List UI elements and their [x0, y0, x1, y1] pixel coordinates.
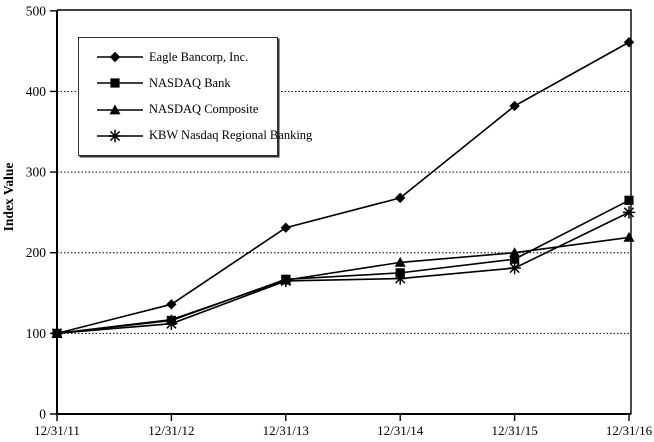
legend-label: KBW Nasdaq Regional Banking: [149, 128, 313, 143]
series-line-nasdaq-composite: [56, 236, 630, 335]
legend-marker-square-icon: [97, 78, 143, 88]
legend-item-nasdaq-composite: NASDAQ Composite: [97, 102, 273, 118]
diamond-marker-icon: [280, 222, 291, 233]
star-marker-icon: [622, 206, 636, 219]
series-nasdaq-bank: [52, 195, 634, 338]
y-tick-label: 500: [26, 3, 47, 18]
y-tick-label: 100: [26, 326, 47, 341]
diamond-marker-icon: [623, 37, 635, 48]
chart-legend: Eagle Bancorp, Inc. NASDAQ Bank NASDAQ C…: [78, 37, 312, 156]
plot-frame: [57, 9, 632, 414]
diamond-marker-icon: [166, 299, 177, 310]
legend-label: NASDAQ Bank: [149, 75, 231, 90]
y-tick-label: 300: [26, 165, 47, 180]
diamond-marker-icon: [509, 100, 520, 112]
x-tick-label: 12/31/15: [491, 423, 537, 438]
y-tick-label: 200: [26, 245, 47, 260]
star-marker-icon: [508, 261, 521, 275]
y-tick-label: 400: [26, 84, 47, 99]
series-line-nasdaq-bank: [56, 199, 630, 335]
legend-marker-diamond-icon: [97, 51, 143, 63]
star-marker-icon: [394, 272, 407, 285]
square-marker-icon: [624, 195, 634, 205]
star-marker-icon: [165, 317, 178, 330]
x-tick-label: 12/31/12: [148, 423, 194, 438]
legend-item-kbw-regional-banking: KBW Nasdaq Regional Banking: [97, 128, 312, 144]
triangle-marker-icon: [623, 231, 635, 242]
x-tick-label: 12/31/11: [34, 423, 80, 438]
series-nasdaq-composite: [51, 231, 635, 338]
series-kbw-nasdaq-regional-banking: [50, 206, 636, 340]
legend-marker-star-icon: [97, 129, 143, 143]
y-tick-label: 0: [39, 407, 46, 422]
triangle-marker-icon: [509, 247, 521, 258]
series-line-kbw-nasdaq-regional-banking: [56, 211, 630, 335]
x-tick-label: 12/31/13: [263, 423, 309, 438]
series-line-eagle-bancorp-inc: [56, 41, 630, 335]
star-marker-icon: [50, 327, 64, 340]
legend-item-eagle-bancorp: Eagle Bancorp, Inc.: [97, 49, 273, 65]
legend-marker-triangle-icon: [97, 104, 143, 115]
diamond-marker-icon: [395, 192, 406, 204]
x-tick-label: 12/31/16: [606, 423, 653, 438]
triangle-marker-icon: [394, 256, 406, 267]
y-axis-title: Index Value: [1, 163, 16, 232]
legend-label: Eagle Bancorp, Inc.: [149, 49, 249, 64]
square-marker-icon: [510, 254, 520, 264]
star-marker-icon: [279, 274, 292, 288]
legend-label: NASDAQ Composite: [149, 102, 259, 117]
legend-item-nasdaq-bank: NASDAQ Bank: [97, 75, 273, 91]
x-tick-label: 12/31/14: [377, 423, 424, 438]
